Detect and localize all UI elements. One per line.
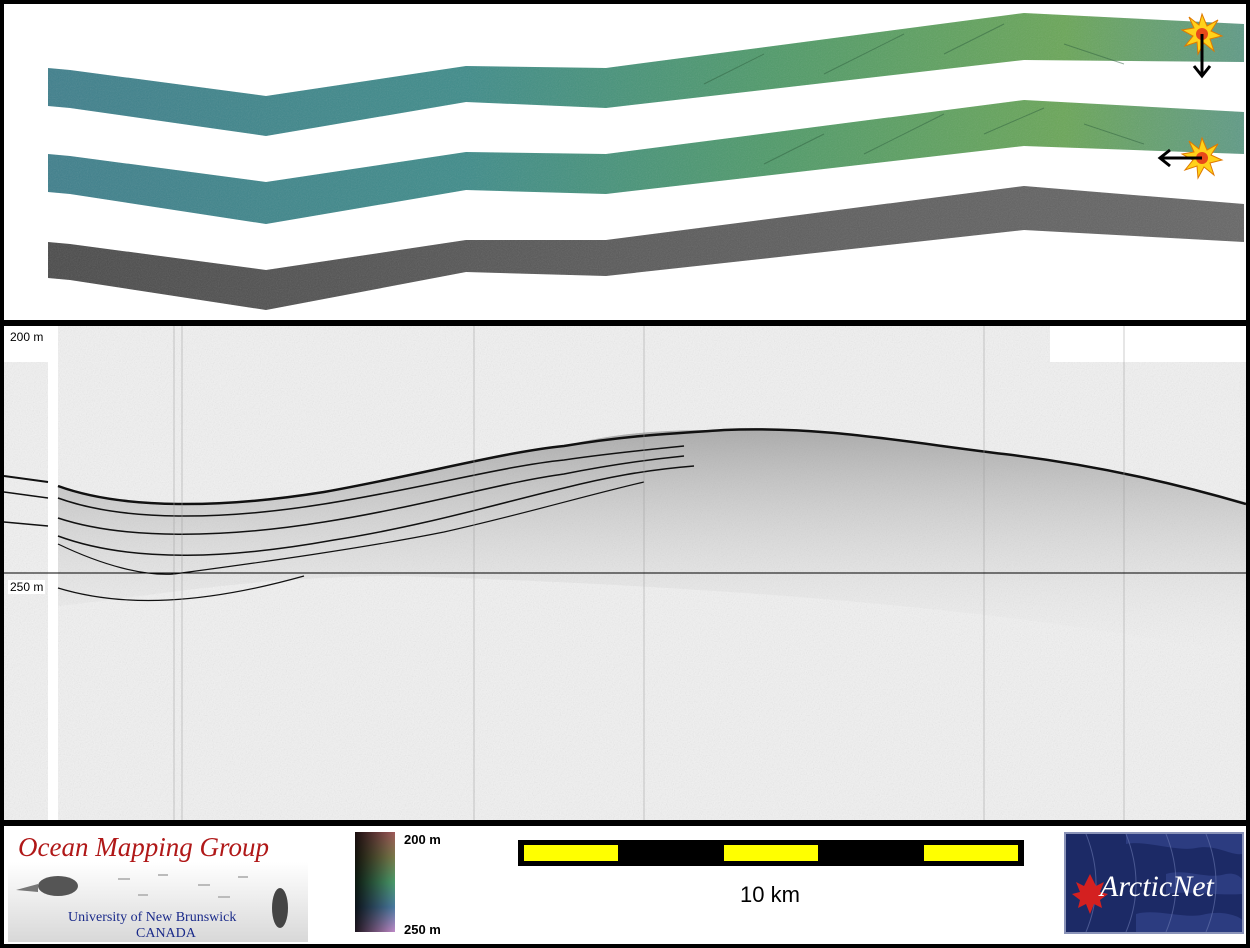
depth-label-250m: 250 m <box>8 580 46 594</box>
arcticnet-text: ArcticNet <box>1100 870 1214 903</box>
colorbar-bottom-label: 250 m <box>404 922 441 937</box>
maple-leaf-icon <box>1072 874 1108 914</box>
scale-bar <box>518 840 1024 866</box>
footer-panel: Ocean Mapping Group University of New Br… <box>4 826 1246 944</box>
sun-marker-west <box>1157 136 1224 180</box>
scale-segment-5 <box>924 845 1018 861</box>
omg-country: CANADA <box>136 926 196 941</box>
arcticnet-map-graphic <box>1072 834 1242 932</box>
omg-title: Ocean Mapping Group <box>18 832 269 862</box>
subbottom-profile-panel: 200 m 250 m <box>4 326 1246 820</box>
omg-university: University of New Brunswick <box>68 910 237 925</box>
swath-map-panel <box>4 4 1246 320</box>
scale-bar-label: 10 km <box>740 882 800 907</box>
scale-segment-3 <box>724 845 818 861</box>
depth-colorbar <box>355 832 395 932</box>
colorbar-top-label: 200 m <box>404 832 441 847</box>
depth-label-200m: 200 m <box>8 330 46 344</box>
bathymetry-strip-2 <box>48 100 1244 224</box>
swath-map <box>48 12 1244 310</box>
ocean-mapping-group-logo: Ocean Mapping Group University of New Br… <box>8 828 308 942</box>
scale-segment-1 <box>524 845 618 861</box>
backscatter-strip <box>48 186 1244 310</box>
omg-logo-graphic <box>8 862 308 942</box>
bathymetry-strip-1 <box>48 13 1244 136</box>
subbottom-profile <box>4 326 1246 820</box>
sun-marker-north <box>1180 12 1224 79</box>
arcticnet-logo: ArcticNet <box>1064 832 1244 934</box>
